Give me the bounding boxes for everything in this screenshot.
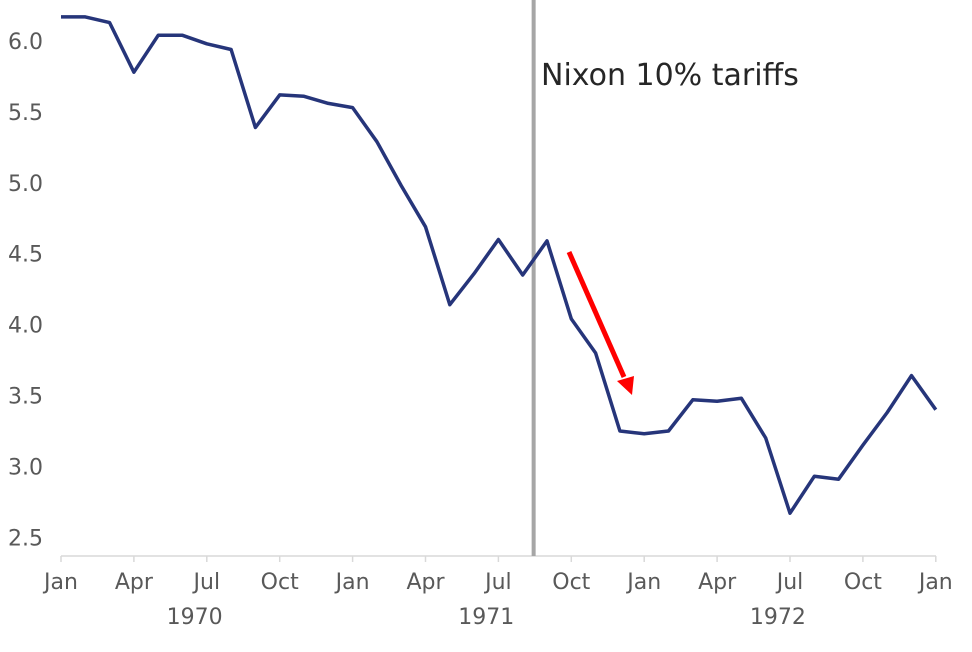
x-tick-label: Apr [115, 570, 154, 595]
y-axis: 2.5 3.0 3.5 4.0 4.5 5.0 5.5 6.0 [8, 30, 43, 551]
x-tick-label: Jul [192, 570, 221, 595]
y-tick-label: 5.0 [8, 172, 43, 197]
x-tick-label: Jan [625, 570, 661, 595]
year-label: 1972 [750, 605, 806, 630]
y-tick-label: 2.5 [8, 526, 43, 551]
y-tick-label: 4.5 [8, 243, 43, 268]
x-tick-label: Oct [844, 570, 882, 595]
series-line [61, 17, 936, 513]
x-tick-label: Apr [698, 570, 737, 595]
x-tick-label: Apr [406, 570, 445, 595]
nixon-tariff-annotation: Nixon 10% tariffs [541, 58, 799, 93]
y-tick-label: 5.5 [8, 101, 43, 126]
x-tick-label: Jan [42, 570, 78, 595]
x-tick-label: Oct [261, 570, 299, 595]
y-tick-label: 6.0 [8, 30, 43, 55]
year-label: 1971 [458, 605, 514, 630]
x-tick-label: Jan [917, 570, 953, 595]
x-tick-label: Oct [552, 570, 590, 595]
y-tick-label: 4.0 [8, 314, 43, 339]
x-tick-label: Jan [334, 570, 370, 595]
x-tick-label: Jul [775, 570, 804, 595]
x-tick-label: Jul [483, 570, 512, 595]
y-tick-label: 3.0 [8, 455, 43, 480]
year-label: 1970 [167, 605, 223, 630]
y-tick-label: 3.5 [8, 385, 43, 410]
x-axis: Jan Apr Jul Oct Jan Apr Jul Oct Jan Apr Jul Oct Jan 1… [42, 556, 953, 630]
